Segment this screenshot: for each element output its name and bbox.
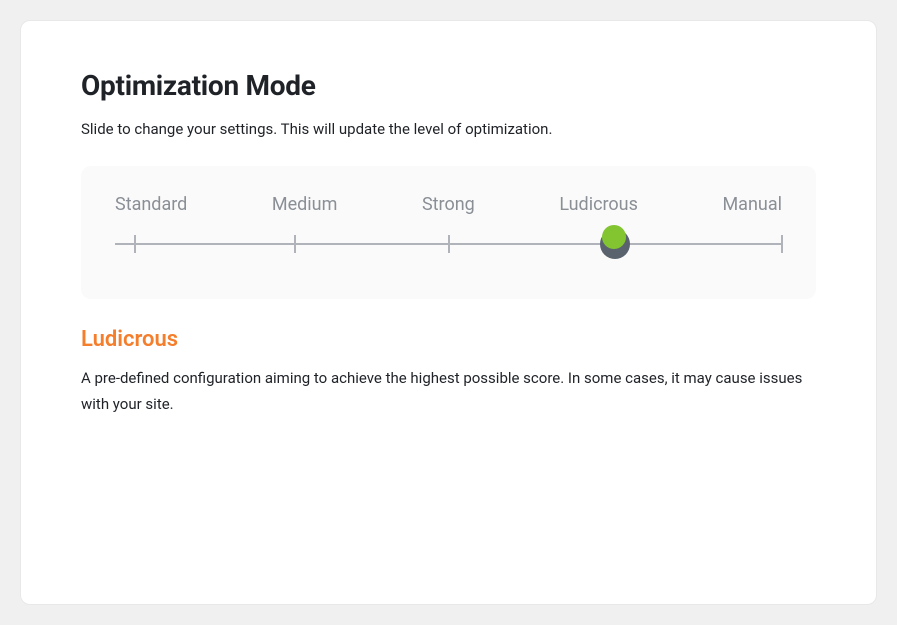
slider-label-strong[interactable]: Strong (422, 194, 475, 215)
slider-label-manual[interactable]: Manual (722, 194, 782, 215)
slider-handle-glow-icon (602, 225, 626, 249)
slider-labels-row: Standard Medium Strong Ludicrous Manual (115, 194, 782, 215)
slider-tick-4 (781, 235, 783, 253)
optimization-card: Optimization Mode Slide to change your s… (20, 20, 877, 605)
page-title: Optimization Mode (81, 69, 816, 102)
slider-container: Standard Medium Strong Ludicrous Manual (81, 166, 816, 299)
selected-mode-description: A pre-defined configuration aiming to ac… (81, 366, 816, 417)
slider-tick-0 (134, 235, 136, 253)
slider-track-wrap[interactable] (115, 233, 782, 255)
page-subtitle: Slide to change your settings. This will… (81, 120, 816, 138)
slider-tick-2 (448, 235, 450, 253)
slider-tick-1 (294, 235, 296, 253)
selected-mode-title: Ludicrous (81, 327, 816, 352)
slider-handle[interactable] (600, 229, 630, 259)
slider-label-medium[interactable]: Medium (272, 194, 338, 215)
slider-label-ludicrous[interactable]: Ludicrous (559, 194, 638, 215)
slider-label-standard[interactable]: Standard (115, 194, 187, 215)
